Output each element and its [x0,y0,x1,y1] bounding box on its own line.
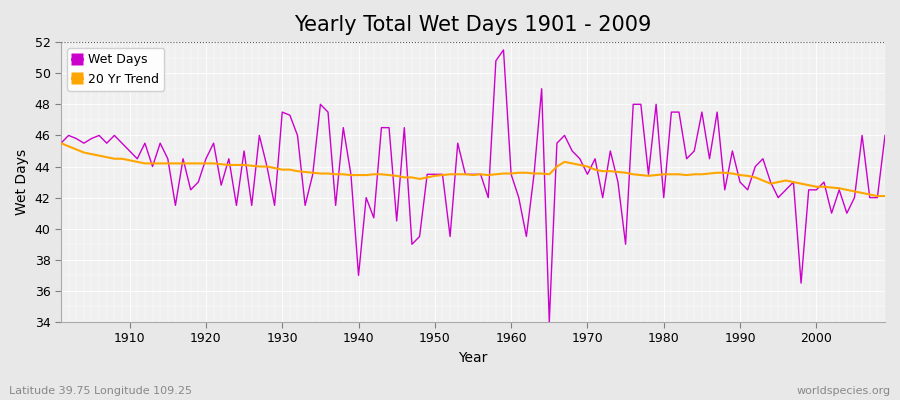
Line: Wet Days: Wet Days [61,50,885,322]
Wet Days [613,180,624,184]
Y-axis label: Wet Days: Wet Days [15,149,29,215]
Line: 20 Yr Trend: 20 Yr Trend [61,143,885,196]
20 Yr Trend [284,167,295,172]
Wet Days [284,113,295,118]
Wet Days [56,141,67,146]
Legend: Wet Days, 20 Yr Trend: Wet Days, 20 Yr Trend [68,48,165,91]
Wet Days [506,172,517,177]
Wet Days [879,133,890,138]
Text: Latitude 39.75 Longitude 109.25: Latitude 39.75 Longitude 109.25 [9,386,192,396]
Wet Days [513,195,524,200]
X-axis label: Year: Year [458,351,488,365]
Wet Days [498,48,508,52]
Title: Yearly Total Wet Days 1901 - 2009: Yearly Total Wet Days 1901 - 2009 [294,15,652,35]
20 Yr Trend [498,171,508,176]
20 Yr Trend [117,156,128,161]
20 Yr Trend [56,141,67,146]
20 Yr Trend [506,171,517,176]
Wet Days [117,141,128,146]
Wet Days [330,203,341,208]
Text: worldspecies.org: worldspecies.org [796,386,891,396]
Wet Days [544,320,554,324]
20 Yr Trend [872,194,883,198]
20 Yr Trend [598,169,608,174]
20 Yr Trend [879,194,890,198]
20 Yr Trend [330,172,341,177]
